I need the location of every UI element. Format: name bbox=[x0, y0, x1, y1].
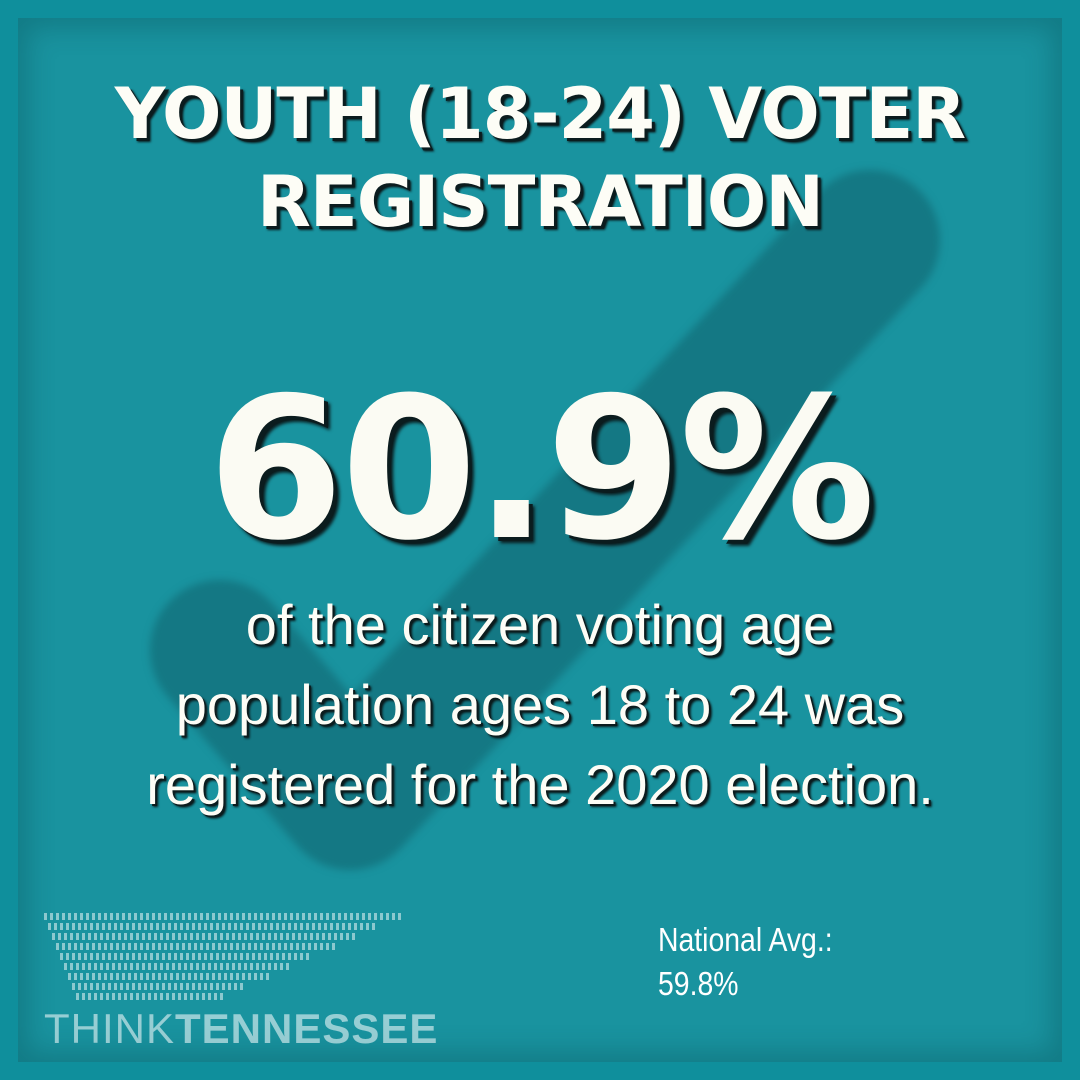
page-title: YOUTH (18-24) VOTER REGISTRATION bbox=[0, 70, 1080, 246]
logo-word-think: THINK bbox=[44, 1005, 175, 1052]
title-line-2: REGISTRATION bbox=[257, 161, 824, 243]
description-line-3: registered for the 2020 election. bbox=[146, 753, 934, 816]
stat-description: of the citizen voting age population age… bbox=[0, 585, 1080, 825]
national-average: National Avg.: 59.8% bbox=[658, 918, 833, 1006]
tennessee-map-icon bbox=[44, 913, 401, 1000]
think-tennessee-logo: THINKTENNESSEE bbox=[40, 905, 437, 1055]
logo-wordmark: THINKTENNESSEE bbox=[44, 1005, 438, 1053]
description-line-1: of the citizen voting age bbox=[245, 593, 835, 656]
title-line-1: YOUTH (18-24) VOTER bbox=[114, 73, 966, 155]
headline-stat: 60.9% bbox=[207, 356, 876, 584]
national-average-label: National Avg.: bbox=[658, 921, 833, 958]
national-average-value: 59.8% bbox=[658, 965, 739, 1002]
logo-word-tennessee: TENNESSEE bbox=[175, 1005, 439, 1052]
description-line-2: population ages 18 to 24 was bbox=[175, 673, 905, 736]
